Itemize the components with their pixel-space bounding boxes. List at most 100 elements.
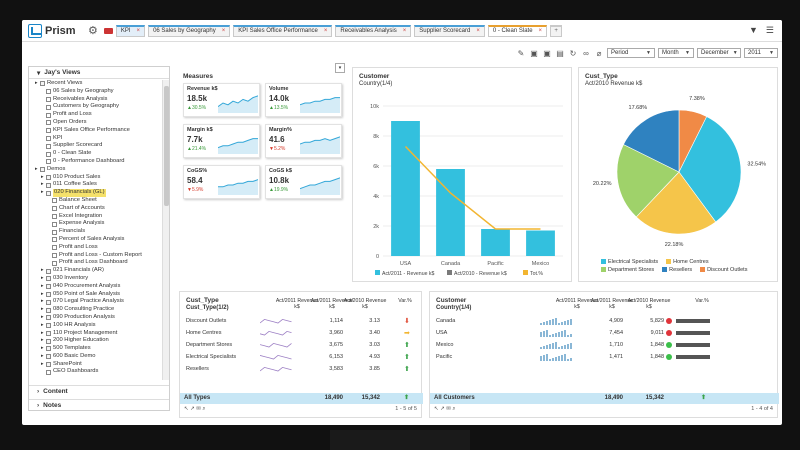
kpi-card[interactable]: Volume 14.0k ▲13.5% bbox=[265, 83, 342, 117]
tree-item[interactable]: Chart of Accounts bbox=[29, 205, 161, 213]
tree-item[interactable]: Excel Integration bbox=[29, 213, 161, 221]
tree-item[interactable]: 06 Sales by Geography bbox=[29, 88, 161, 96]
tree-item[interactable]: ▸ 030 Inventory bbox=[29, 275, 161, 283]
close-tab-icon[interactable]: × bbox=[323, 28, 328, 34]
table-row[interactable]: Mexico 1,710 1,848 bbox=[430, 340, 779, 350]
kpi-card[interactable]: CoGS% 58.4 ▼5.9% bbox=[183, 165, 260, 199]
close-tab-icon[interactable]: × bbox=[476, 28, 480, 34]
expand-arrow-icon[interactable]: ▸ bbox=[35, 80, 38, 86]
tree-item[interactable]: Supplier Scorecard bbox=[29, 142, 161, 150]
pager-controls[interactable]: ↖ ↗ ✉ ⌕ bbox=[184, 406, 206, 412]
tree-item[interactable]: 0 - Clean Slate bbox=[29, 150, 161, 158]
tab-3[interactable]: Receivables Analysis × bbox=[335, 24, 412, 37]
table-row[interactable]: Department Stores 3,675 3.03 ⬆ bbox=[180, 340, 423, 350]
tree-item[interactable]: Expense Analysis bbox=[29, 220, 161, 228]
gear-icon[interactable]: ⚙ bbox=[88, 25, 98, 37]
pie-legend-item[interactable]: Resellers bbox=[662, 266, 692, 274]
period-select[interactable]: Period ▼ bbox=[607, 48, 655, 58]
column-header[interactable]: Act/2011 Revenue k$ bbox=[554, 298, 600, 310]
tree-item[interactable]: ▸ 011 Coffee Sales bbox=[29, 181, 161, 189]
table-row[interactable]: Home Centres 3,960 3.40 ➡ bbox=[180, 328, 423, 338]
tree-item[interactable]: Profit and Loss Dashboard bbox=[29, 259, 161, 267]
expand-arrow-icon[interactable]: ▸ bbox=[41, 298, 44, 305]
tree-item[interactable]: Profit and Loss bbox=[29, 111, 161, 119]
table-row[interactable]: Resellers 3,583 3.85 ⬆ bbox=[180, 364, 423, 374]
month-select[interactable]: December ▼ bbox=[697, 48, 741, 58]
tree-item[interactable]: Percent of Sales Analysis bbox=[29, 236, 161, 244]
close-tab-icon[interactable]: × bbox=[221, 28, 226, 34]
tree-item[interactable]: ▸ 010 Product Sales bbox=[29, 174, 161, 182]
kpi-card[interactable]: Margin k$ 7.7k ▲21.4% bbox=[183, 124, 260, 158]
column-header[interactable]: Var.% bbox=[382, 298, 428, 304]
expand-arrow-icon[interactable]: ▸ bbox=[41, 321, 44, 328]
tree-item[interactable]: ▸ 500 Templates bbox=[29, 345, 161, 353]
total-row[interactable]: All Customers 18,490 15,342 ⬆ bbox=[430, 393, 779, 404]
collapse-icon[interactable]: ▾ bbox=[37, 69, 41, 77]
year-select[interactable]: 2011 ▼ bbox=[744, 48, 778, 58]
content-section[interactable]: › Content bbox=[29, 385, 169, 396]
table-row[interactable]: Electrical Specialists 6,153 4.93 ⬆ bbox=[180, 352, 423, 362]
table-row[interactable]: Canada 4,909 5,829 bbox=[430, 316, 779, 326]
expand-arrow-icon[interactable]: ▸ bbox=[41, 267, 44, 274]
wand-icon[interactable]: ✎ bbox=[517, 48, 525, 58]
pager-controls[interactable]: ↖ ↗ ✉ ⌕ bbox=[434, 406, 456, 412]
column-header[interactable]: Act/2010 Revenue k$ bbox=[626, 298, 672, 310]
table-row[interactable]: Pacific 1,471 1,848 bbox=[430, 352, 779, 362]
add-tab-button[interactable]: + bbox=[550, 24, 563, 37]
tree-item[interactable]: ▸ 200 Higher Education bbox=[29, 337, 161, 345]
close-tab-icon[interactable]: × bbox=[538, 28, 543, 34]
close-tab-icon[interactable]: × bbox=[402, 28, 407, 34]
options-icon[interactable]: ▾ bbox=[335, 63, 345, 73]
tree-item[interactable]: Receivables Analysis bbox=[29, 96, 161, 104]
expand-arrow-icon[interactable]: ▸ bbox=[41, 313, 44, 320]
expand-arrow-icon[interactable]: ▸ bbox=[35, 165, 38, 172]
tree-item[interactable]: ▸ 600 Basic Demo bbox=[29, 353, 161, 361]
total-row[interactable]: All Types 18,490 15,342 ⬆ bbox=[180, 393, 423, 404]
expand-arrow-icon[interactable]: ▸ bbox=[41, 306, 44, 313]
tree-item[interactable]: ▸ 090 Production Analysis bbox=[29, 314, 161, 322]
expand-arrow-icon[interactable]: ▸ bbox=[41, 360, 44, 367]
tree-item[interactable]: Open Orders bbox=[29, 119, 161, 127]
column-header[interactable]: Act/2011 Revenue k$ bbox=[589, 298, 635, 310]
table-row[interactable]: USA 7,454 9,011 bbox=[430, 328, 779, 338]
expand-arrow-icon[interactable]: ▸ bbox=[41, 329, 44, 336]
tree-item[interactable]: Customers by Geography bbox=[29, 103, 161, 111]
tree-item[interactable]: Balance Sheet bbox=[29, 197, 161, 205]
expand-arrow-icon[interactable]: ▸ bbox=[41, 274, 44, 281]
pie-legend-item[interactable]: Discount Outlets bbox=[700, 266, 747, 274]
close-tab-icon[interactable]: × bbox=[136, 28, 141, 34]
save-icon[interactable]: ▣ bbox=[530, 48, 538, 58]
kpi-card[interactable]: CoGS k$ 10.8k ▲19.9% bbox=[265, 165, 342, 199]
kpi-card[interactable]: Margin% 41.6 ▼5.2% bbox=[265, 124, 342, 158]
tree-item[interactable]: ▸ 050 Point of Sale Analysis bbox=[29, 291, 161, 299]
column-header[interactable]: Act/2011 Revenue k$ bbox=[274, 298, 320, 310]
tab-2[interactable]: KPI Sales Office Performance × bbox=[233, 24, 333, 37]
dropdown-caret-icon[interactable]: ▼ bbox=[749, 25, 758, 35]
refresh-icon[interactable]: ↻ bbox=[569, 48, 577, 58]
tab-4[interactable]: Supplier Scorecard × bbox=[414, 24, 485, 37]
sidebar-header[interactable]: ▾ Jay's Views bbox=[29, 67, 169, 79]
table-row[interactable]: Discount Outlets 1,114 3.13 ⬇ bbox=[180, 316, 423, 326]
tree-item[interactable]: KPI bbox=[29, 135, 161, 143]
tab-5[interactable]: 0 - Clean Slate × bbox=[487, 24, 548, 37]
expand-arrow-icon[interactable]: ▸ bbox=[41, 352, 44, 359]
app-logo[interactable]: Prism bbox=[28, 23, 86, 38]
tree-item[interactable]: ▸ SharePoint bbox=[29, 361, 161, 369]
tree-item[interactable]: Profit and Loss - Custom Report bbox=[29, 252, 161, 260]
column-header[interactable]: Var.% bbox=[679, 298, 725, 304]
expand-arrow-icon[interactable]: ▸ bbox=[41, 290, 44, 297]
tree-item[interactable]: CEO Dashboards bbox=[29, 368, 161, 376]
tree-item[interactable]: ▸ 110 Project Management bbox=[29, 330, 161, 338]
save-as-icon[interactable]: ▣ bbox=[543, 48, 551, 58]
expand-arrow-icon[interactable]: ▸ bbox=[41, 337, 44, 344]
tree-item[interactable]: ▸ 100 HR Analysis bbox=[29, 322, 161, 330]
expand-arrow-icon[interactable]: ▸ bbox=[41, 173, 44, 180]
pie-legend-item[interactable]: Department Stores bbox=[601, 266, 654, 274]
expand-arrow-icon[interactable]: ▸ bbox=[41, 282, 44, 289]
tab-1[interactable]: 06 Sales by Geography × bbox=[148, 24, 231, 37]
pie-legend-item[interactable]: Electrical Specialists bbox=[601, 258, 658, 266]
scroll-thumb[interactable] bbox=[164, 86, 169, 206]
pie-legend-item[interactable]: Home Centres bbox=[666, 258, 709, 266]
sidebar-scrollbar[interactable] bbox=[162, 80, 169, 380]
tree-item[interactable]: ▸ 040 Procurement Analysis bbox=[29, 283, 161, 291]
